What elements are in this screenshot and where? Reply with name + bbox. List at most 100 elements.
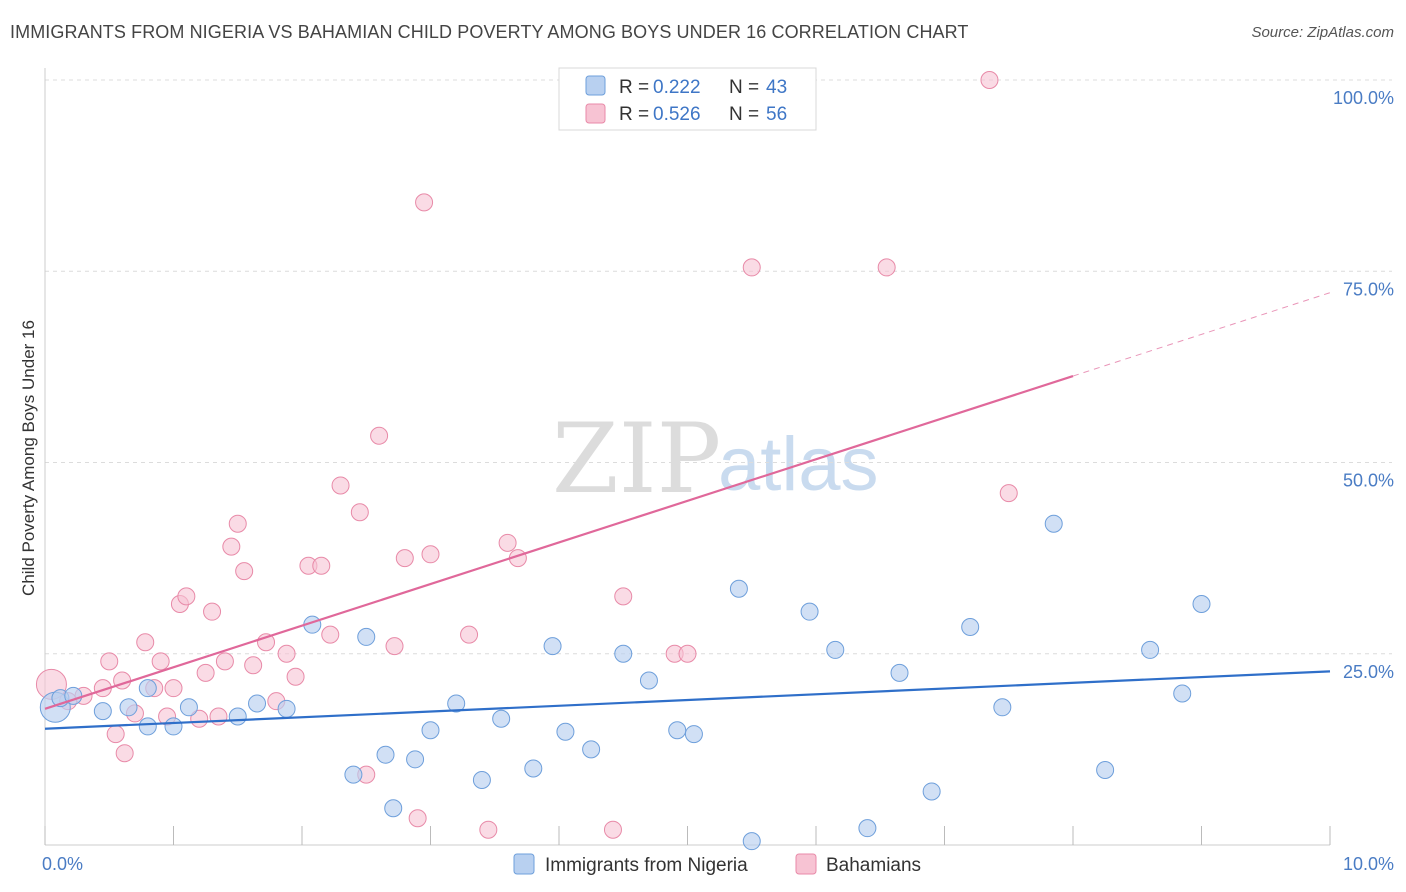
bahamians-point <box>385 637 404 656</box>
nigeria-point <box>800 602 819 621</box>
source-credit: Source: ZipAtlas.com <box>1251 24 1394 41</box>
bottom-legend-label-nigeria: Immigrants from Nigeria <box>545 855 748 876</box>
series-legend: Immigrants from Nigeria Bahamians <box>513 853 921 876</box>
bahamians-points <box>35 71 1018 839</box>
bahamians-point <box>151 652 170 671</box>
legend-n-value-nigeria: 43 <box>766 77 787 98</box>
bahamians-point <box>603 820 622 839</box>
stats-legend: R = 0.222 N = 43 R = 0.526 N = 56 <box>558 67 817 131</box>
legend-r-value-nigeria: 0.222 <box>653 77 701 98</box>
bahamians-point <box>106 725 125 744</box>
bahamians-point <box>498 533 517 552</box>
bahamians-point <box>136 633 155 652</box>
legend-n-value-bahamians: 56 <box>766 104 787 125</box>
nigeria-point <box>961 617 980 636</box>
bahamians-point <box>408 809 427 828</box>
nigeria-point <box>1044 514 1063 533</box>
nigeria-point <box>639 671 658 690</box>
bahamians-point <box>999 484 1018 503</box>
bahamians-point <box>215 652 234 671</box>
nigeria-point <box>556 722 575 741</box>
y-axis-title: Child Poverty Among Boys Under 16 <box>19 320 38 596</box>
legend-swatch-bahamians <box>585 103 606 124</box>
bahamians-point <box>222 537 241 556</box>
nigeria-point <box>472 770 491 789</box>
bahamians-point <box>196 663 215 682</box>
nigeria-point <box>1096 761 1115 780</box>
nigeria-point <box>277 699 296 718</box>
bahamians-point <box>100 652 119 671</box>
nigeria-point <box>376 745 395 764</box>
trend-lines <box>44 292 1331 730</box>
nigeria-point <box>582 740 601 759</box>
nigeria-point <box>248 694 267 713</box>
nigeria-point <box>164 717 183 736</box>
y-tick-label-0: 25.0% <box>1343 662 1394 682</box>
y-tick-label-1: 50.0% <box>1343 471 1394 491</box>
bahamians-point <box>350 503 369 522</box>
bahamians-trend-line <box>44 375 1074 710</box>
nigeria-point <box>1141 640 1160 659</box>
bottom-legend-swatch-bahamians <box>795 853 817 875</box>
nigeria-point <box>668 721 687 740</box>
nigeria-point <box>138 679 157 698</box>
nigeria-point <box>1192 595 1211 614</box>
nigeria-point <box>447 694 466 713</box>
nigeria-point <box>858 819 877 838</box>
y-tick-labels: 25.0% 50.0% 75.0% 100.0% <box>1333 88 1394 682</box>
nigeria-point <box>1173 684 1192 703</box>
bahamians-point <box>678 644 697 663</box>
bahamians-point <box>312 556 331 575</box>
nigeria-point <box>119 698 138 717</box>
nigeria-point <box>406 750 425 769</box>
bahamians-point <box>614 587 633 606</box>
nigeria-trend-line <box>44 670 1331 730</box>
chart-title: IMMIGRANTS FROM NIGERIA VS BAHAMIAN CHIL… <box>10 22 969 42</box>
nigeria-point <box>138 717 157 736</box>
bahamians-point <box>228 514 247 533</box>
bottom-legend-swatch-nigeria <box>513 853 535 875</box>
nigeria-point <box>729 579 748 598</box>
bahamians-point <box>209 707 228 726</box>
nigeria-point <box>384 799 403 818</box>
bahamians-point <box>421 545 440 564</box>
bahamians-point <box>742 258 761 277</box>
bahamians-trend-extension <box>1072 292 1331 377</box>
x-tick-label-min: 0.0% <box>42 854 83 874</box>
legend-r-label-nigeria: R = <box>619 77 649 98</box>
nigeria-point <box>742 832 761 851</box>
x-tick-label-max: 10.0% <box>1343 854 1394 874</box>
bahamians-point <box>415 193 434 212</box>
legend-n-label-bahamians: N = <box>729 104 759 125</box>
nigeria-points <box>39 514 1211 851</box>
bahamians-point <box>235 562 254 581</box>
legend-n-label-nigeria: N = <box>729 77 759 98</box>
nigeria-point <box>179 698 198 717</box>
bahamians-point <box>331 476 350 495</box>
nigeria-point <box>93 702 112 721</box>
bahamians-point <box>277 644 296 663</box>
nigeria-point <box>524 759 543 778</box>
bottom-legend-label-bahamians: Bahamians <box>826 855 921 876</box>
nigeria-point <box>344 765 363 784</box>
nigeria-point <box>543 637 562 656</box>
nigeria-point <box>357 627 376 646</box>
bahamians-point <box>164 679 183 698</box>
bahamians-point <box>395 549 414 568</box>
legend-r-value-bahamians: 0.526 <box>653 104 701 125</box>
nigeria-point <box>993 698 1012 717</box>
bahamians-point <box>115 744 134 763</box>
bahamians-point <box>321 625 340 644</box>
bahamians-point <box>177 587 196 606</box>
bahamians-point <box>370 426 389 445</box>
nigeria-point <box>614 644 633 663</box>
nigeria-point <box>421 721 440 740</box>
y-tick-label-3: 100.0% <box>1333 88 1394 108</box>
bahamians-point <box>980 71 999 89</box>
legend-swatch-nigeria <box>585 75 606 96</box>
y-tick-label-2: 75.0% <box>1343 279 1394 299</box>
bahamians-point <box>244 656 263 675</box>
bahamians-point <box>460 625 479 644</box>
nigeria-point <box>228 707 247 726</box>
